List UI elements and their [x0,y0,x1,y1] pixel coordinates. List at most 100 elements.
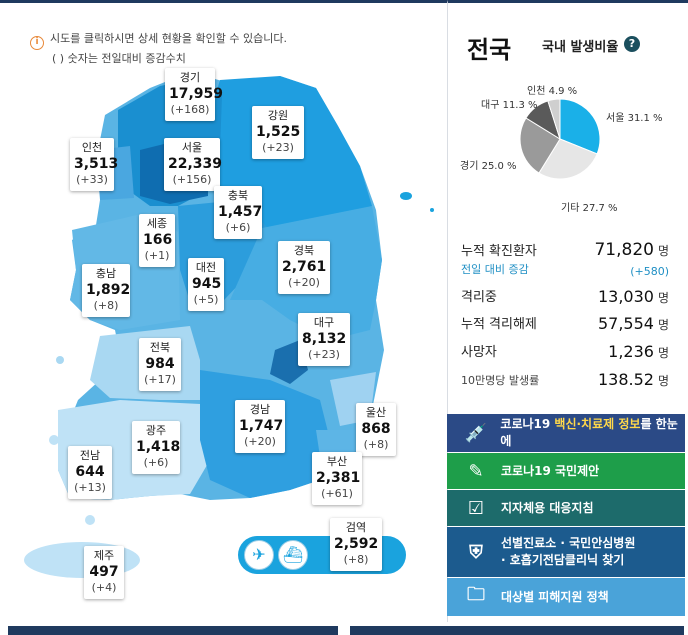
stat-label: 전일 대비 증감 [461,263,529,276]
ship-icon: ⛴ [278,540,308,570]
region-chungbuk[interactable]: 충북 1,457 (+6) [214,186,262,239]
shield-plus-icon: ⛨ [469,541,483,563]
pie-slice-gyeonggi [520,117,561,174]
region-count: 984 [145,356,175,372]
region-name: 광주 [145,424,167,437]
guideline-button[interactable]: ☑ 지자체용 대응지침 [447,490,685,526]
region-count: 166 [143,232,173,248]
region-diff: (+4) [91,581,117,594]
support-policy-button[interactable]: 🗀 대상별 피해지원 정책 [447,578,685,616]
stat-unit: 명 [657,346,669,360]
pie-slice-other [538,138,598,180]
region-gyeongnam[interactable]: 경남 1,747 (+20) [235,400,285,453]
region-name: 전남 [79,449,101,462]
region-count: 1,418 [136,439,181,455]
proposal-label: 코로나19 국민제안 [501,463,600,478]
stat-number: 1,236 [608,342,654,361]
map-island-ulleung [400,192,412,200]
help-icon[interactable]: ? [624,36,640,52]
hospital-finder-button[interactable]: ⛨ 선별진료소 · 국민안심병원 · 호흡기전담클리닉 찾기 [447,527,685,577]
notice-line-1: 시도를 클릭하시면 상세 현황을 확인할 수 있습니다. [50,32,287,45]
stat-number: 13,030 [597,287,654,306]
hospital-finder-label: 선별진료소 · 국민안심병원 · 호흡기전담클리닉 찾기 [501,535,635,569]
region-jeonbuk[interactable]: 전북 984 (+17) [139,338,181,391]
region-diff: (+5) [193,293,219,306]
region-jeju[interactable]: 제주 497 (+4) [84,546,124,599]
region-count: 644 [75,464,105,480]
stat-label: 10만명당 발생률 [461,374,540,387]
region-sejong[interactable]: 세종 166 (+1) [139,214,175,267]
document-check-icon: ☑ [467,497,485,519]
region-name: 충남 [95,267,117,280]
map-island [85,515,95,525]
stat-unit: 명 [657,318,669,332]
region-count: 3,513 [74,156,119,172]
pie-label-gyeonggi: 경기 25.0 % [460,161,517,172]
stat-value: 71,820 명 [594,240,669,260]
region-name: 경북 [293,244,315,257]
region-busan[interactable]: 부산 2,381 (+61) [312,452,362,505]
stat-value: 57,554 명 [598,314,669,333]
region-count: 2,592 [334,536,379,552]
folder-icon: 🗀 [467,584,485,605]
stat-label: 사망자 [461,345,497,360]
region-ulsan[interactable]: 울산 868 (+8) [356,403,396,456]
bottom-bar-right [350,626,684,635]
region-count: 1,525 [256,124,301,140]
notice-line-2: ( ) 숫자는 전일대비 증감수치 [52,52,186,65]
vaccine-label-prefix: 코로나19 [500,417,555,431]
region-name: 전북 [149,341,171,354]
region-quarantine[interactable]: 검역 2,592 (+8) [330,518,382,571]
pie-label-other: 기타 27.7 % [561,203,618,214]
region-diff: (+23) [308,348,340,361]
region-name: 부산 [326,455,348,468]
region-count: 8,132 [302,331,347,347]
region-name: 대구 [313,316,335,329]
region-gyeonggi[interactable]: 경기 17,959 (+168) [165,68,224,121]
region-chungnam[interactable]: 충남 1,892 (+8) [82,264,130,317]
region-count: 17,959 [169,86,224,102]
region-gwangju[interactable]: 광주 1,418 (+6) [132,421,180,474]
vaccine-info-label: 코로나19 백신·치료제 정보를 한눈에 [500,416,685,450]
bottom-bar-left [8,626,338,635]
region-count: 497 [89,564,119,580]
proposal-button[interactable]: ✎ 코로나19 국민제안 [447,453,685,489]
vaccine-info-button[interactable]: 💉 코로나19 백신·치료제 정보를 한눈에 [447,414,685,452]
region-diff: (+13) [74,481,106,494]
info-icon: i [30,36,44,50]
region-daejeon[interactable]: 대전 945 (+5) [188,258,224,311]
region-name: 세종 [146,217,168,230]
stat-label: 누적 확진환자 [461,244,537,259]
region-name: 검역 [345,521,367,534]
region-diff: (+17) [144,373,176,386]
map-notice: i 시도를 클릭하시면 상세 현황을 확인할 수 있습니다. ( ) 숫자는 전일… [30,30,287,68]
region-name: 울산 [365,406,387,419]
stat-label: 격리중 [461,290,497,305]
region-diff: (+23) [262,141,294,154]
region-diff: (+168) [170,103,210,116]
region-name: 충북 [227,189,249,202]
region-diff: (+6) [225,221,251,234]
region-count: 868 [361,421,391,437]
memo-icon: ✎ [468,460,484,482]
hospital-label-line-2: · 호흡기전담클리닉 찾기 [501,553,625,567]
map-island [49,435,59,445]
region-gangwon[interactable]: 강원 1,525 (+23) [252,106,304,159]
stat-isolated: 격리중 13,030 명 [461,282,669,308]
stat-unit: 명 [657,291,669,305]
stat-number: 57,554 [597,314,654,333]
stat-incidence-rate: 10만명당 발생률 138.52 명 [461,365,669,391]
guideline-label: 지자체용 대응지침 [501,500,594,515]
region-diff: (+6) [143,456,169,469]
region-seoul[interactable]: 서울 22,339 (+156) [164,138,222,191]
region-diff: (+8) [93,299,119,312]
region-daegu[interactable]: 대구 8,132 (+23) [298,313,350,366]
region-diff: (+8) [343,553,369,566]
region-gyeongbuk[interactable]: 경북 2,761 (+20) [278,241,330,294]
support-policy-label: 대상별 피해지원 정책 [501,589,609,604]
region-incheon[interactable]: 인천 3,513 (+33) [70,138,119,191]
region-diff: (+20) [288,276,320,289]
region-jeonnam[interactable]: 전남 644 (+13) [68,446,112,499]
map-island-dokdo [430,208,434,212]
vaccine-label-suffix: 를 한눈에 [500,417,678,448]
